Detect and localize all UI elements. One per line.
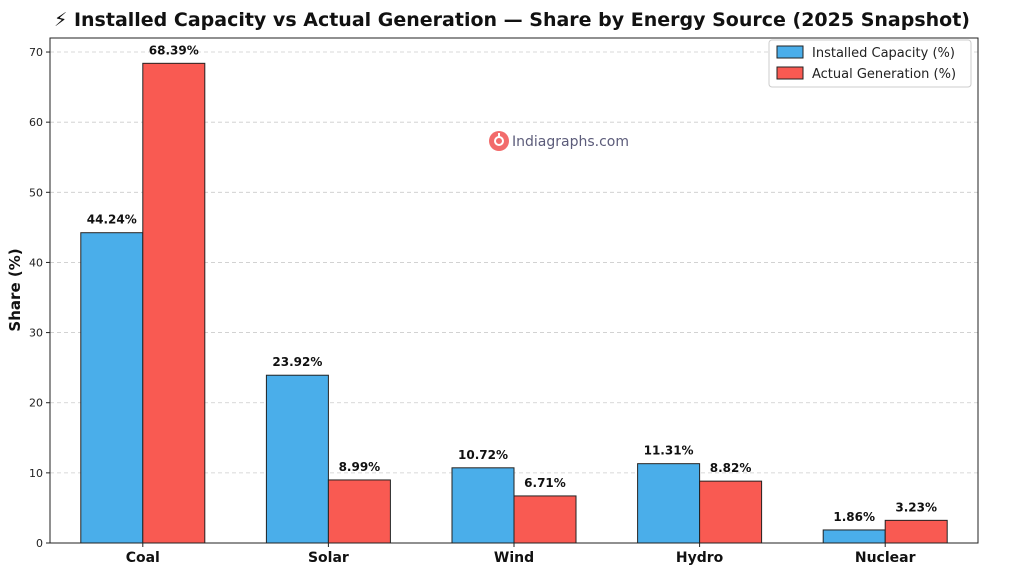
watermark-text: Indiagraphs.com bbox=[512, 134, 629, 150]
data-label: 3.23% bbox=[895, 500, 937, 514]
chart-title: ⚡ Installed Capacity vs Actual Generatio… bbox=[54, 9, 970, 31]
bar-solar-installed bbox=[265, 374, 329, 544]
data-label: 8.82% bbox=[710, 461, 752, 475]
watermark: Indiagraphs.com bbox=[489, 131, 629, 151]
y-tick-label: 30 bbox=[29, 327, 43, 340]
data-label: 11.31% bbox=[644, 444, 694, 458]
y-tick-label: 10 bbox=[29, 467, 43, 480]
x-tick-label: Nuclear bbox=[855, 550, 916, 566]
legend-swatch bbox=[776, 45, 804, 59]
data-label: 1.86% bbox=[833, 510, 875, 524]
y-axis-label: Share (%) bbox=[6, 248, 24, 331]
data-label: 10.72% bbox=[458, 448, 508, 462]
legend: Installed Capacity (%) Actual Generation … bbox=[768, 39, 972, 88]
data-label: 23.92% bbox=[272, 355, 322, 369]
bar-nuclear-generation bbox=[884, 519, 948, 544]
bar-coal-installed bbox=[80, 232, 144, 544]
bar-coal-generation bbox=[142, 62, 206, 544]
y-tick-label: 50 bbox=[29, 186, 43, 199]
x-axis: Coal Solar Wind Hydro Nuclear bbox=[126, 543, 916, 566]
data-label: 44.24% bbox=[87, 213, 137, 227]
y-axis: 0 10 20 30 40 50 60 70 bbox=[29, 46, 50, 550]
bar-hydro-installed bbox=[637, 463, 701, 544]
bar-wind-generation bbox=[513, 495, 577, 544]
legend-swatch bbox=[776, 66, 804, 80]
bars bbox=[80, 62, 948, 544]
x-tick-label: Solar bbox=[308, 550, 349, 566]
y-tick-label: 70 bbox=[29, 46, 43, 59]
legend-box bbox=[768, 39, 972, 88]
data-label: 8.99% bbox=[339, 460, 381, 474]
y-tick-label: 20 bbox=[29, 397, 43, 410]
plot-frame bbox=[49, 37, 979, 544]
bar-nuclear-installed bbox=[822, 529, 886, 544]
data-labels: 44.24% 68.39% 23.92% 8.99% 10.72% 6.71% 11.31%… bbox=[87, 43, 937, 524]
y-tick-label: 60 bbox=[29, 116, 43, 129]
bar-hydro-generation bbox=[699, 480, 763, 544]
bar-wind-installed bbox=[451, 467, 515, 544]
bar-solar-generation bbox=[327, 479, 391, 544]
y-tick-label: 40 bbox=[29, 256, 43, 269]
data-label: 6.71% bbox=[524, 476, 566, 490]
x-tick-label: Coal bbox=[126, 550, 160, 566]
y-tick-label: 0 bbox=[36, 537, 43, 550]
legend-label: Installed Capacity (%) bbox=[812, 46, 955, 61]
legend-label: Actual Generation (%) bbox=[812, 67, 956, 82]
x-tick-label: Wind bbox=[494, 550, 534, 566]
x-tick-label: Hydro bbox=[676, 550, 724, 566]
data-label: 68.39% bbox=[149, 43, 199, 57]
indiagraphs-logo-icon bbox=[489, 131, 509, 151]
